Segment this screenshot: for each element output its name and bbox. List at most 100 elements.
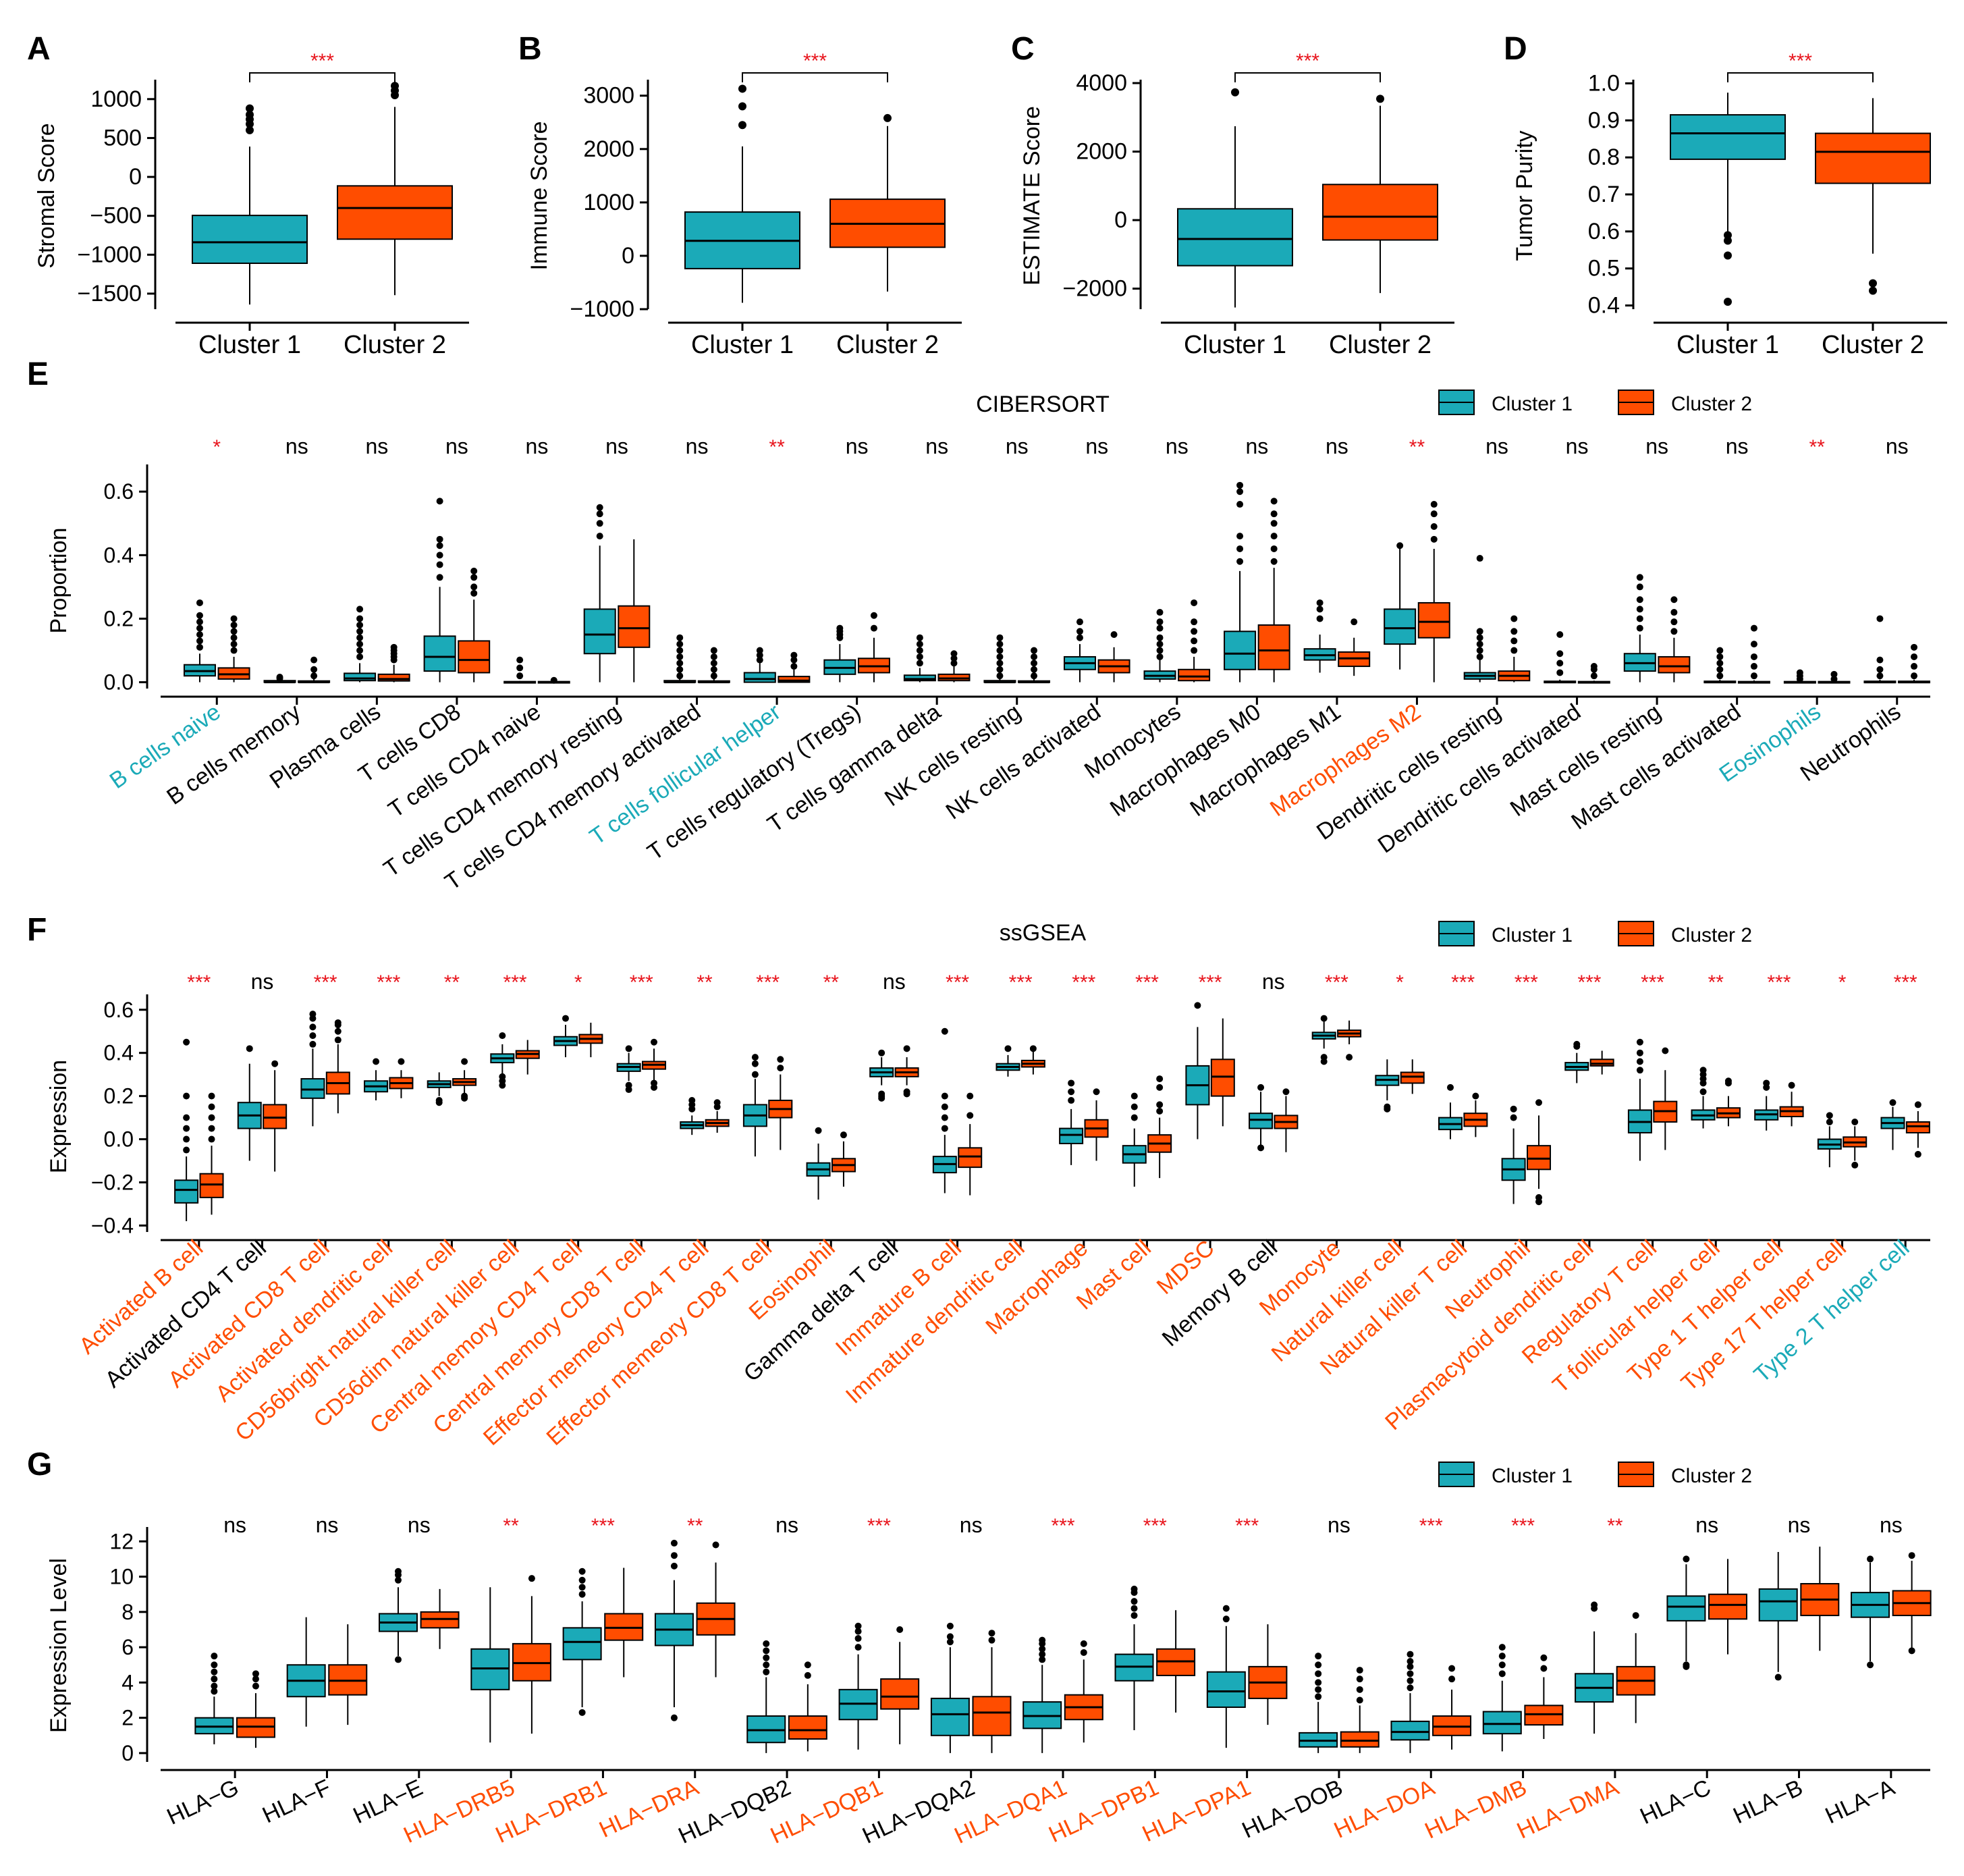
outlier-point [1384, 1105, 1391, 1113]
outlier-point [1826, 1118, 1833, 1125]
outlier-point [1076, 618, 1083, 626]
outlier-point [804, 1661, 811, 1669]
outlier-point [470, 567, 478, 574]
outlier-point [941, 1114, 948, 1121]
outlier-point [941, 1103, 948, 1110]
outlier-point [1430, 535, 1438, 543]
box-iqr [562, 1627, 602, 1661]
outlier-point [1156, 1075, 1164, 1083]
outlier-point [1716, 666, 1724, 673]
box-iqr [930, 1697, 970, 1736]
x-tick-label: Cluster 2 [836, 331, 939, 359]
outlier-point [854, 1622, 862, 1630]
chart-title: ssGSEA [1000, 920, 1087, 946]
box-iqr [778, 676, 811, 683]
outlier-point [211, 1668, 218, 1676]
outlier-point [1356, 1676, 1363, 1683]
legend-label-cluster-1: Cluster 1 [1492, 1465, 1573, 1487]
outlier-point [1826, 1112, 1833, 1119]
outlier-point [356, 628, 364, 635]
y-tick-label: 10 [109, 1565, 134, 1589]
outlier-point [941, 1125, 948, 1132]
outlier-point [436, 542, 443, 550]
category-group: ns HLA−F [258, 1513, 368, 1828]
outlier-point [916, 647, 923, 654]
outlier-point [1376, 95, 1384, 103]
legend: Cluster 1 Cluster 2 [1438, 921, 1752, 946]
outlier-point [1231, 88, 1239, 97]
outlier-point [1724, 236, 1732, 245]
outlier-point [688, 1097, 696, 1104]
outlier-point [1699, 1067, 1707, 1074]
outlier-point [1908, 1647, 1915, 1655]
y-tick-label: 0.7 [1588, 182, 1620, 207]
significance-label: ** [1607, 1515, 1623, 1537]
outlier-point [1914, 1101, 1921, 1108]
outlier-point [1270, 533, 1278, 540]
outlier-point [436, 498, 443, 505]
y-tick-label: −500 [90, 203, 142, 229]
panel-b: B 3000 2000 1000 0 −1000 Cluster 1 Cluster 2 ***… [518, 31, 962, 359]
significance-label: ** [1409, 436, 1425, 458]
outlier-point [334, 1019, 342, 1026]
outlier-point [1750, 663, 1757, 670]
outlier-point [916, 634, 923, 641]
outlier-point [996, 660, 1004, 667]
outlier-point [1068, 1079, 1075, 1087]
outlier-point [1076, 634, 1083, 641]
x-tick-label: HLA−G [163, 1775, 243, 1830]
significance-label: ns [1262, 969, 1285, 994]
panel-e: E CIBERSORT Cluster 1 Cluster 2 0.6 0.4 0.2 0.0… [27, 356, 1931, 895]
outlier-point [1590, 663, 1598, 670]
outlier-point [1407, 1658, 1414, 1665]
category-group: ns HLA−B [1729, 1513, 1840, 1829]
outlier-point [854, 1635, 862, 1642]
outlier-point [712, 1541, 719, 1549]
significance-label: ns [1245, 434, 1268, 458]
legend-label-cluster-2: Cluster 2 [1671, 1465, 1752, 1487]
outlier-point [1851, 1161, 1859, 1169]
significance-label: * [1396, 971, 1404, 994]
outlier-point [1476, 628, 1483, 635]
significance-label: ns [285, 434, 308, 458]
outlier-point [334, 1036, 342, 1044]
outlier-point [1031, 672, 1038, 680]
outlier-point [1110, 631, 1118, 638]
outlier-point [1315, 1679, 1322, 1686]
outlier-point [1908, 1552, 1915, 1559]
x-tick-label: Cluster 2 [344, 331, 446, 359]
outlier-point [916, 660, 923, 667]
outlier-point [1407, 1670, 1414, 1678]
outlier-point [1430, 510, 1438, 518]
panel-letter: D [1504, 31, 1527, 67]
outlier-point [230, 621, 238, 628]
y-axis-title: Stromal Score [34, 123, 59, 268]
outlier-point [470, 574, 478, 581]
outlier-point [1498, 1670, 1506, 1678]
outlier-point [183, 1092, 190, 1100]
outlier-point [966, 1092, 974, 1100]
outlier-point [738, 102, 746, 111]
box-iqr [1527, 1145, 1552, 1171]
outlier-point [1716, 653, 1724, 660]
outlier-point [230, 615, 238, 622]
outlier-point [1750, 672, 1757, 680]
outlier-point [950, 655, 958, 662]
y-axis-title: Proportion [46, 528, 72, 634]
significance-bracket [742, 72, 888, 82]
outlier-point [916, 653, 923, 660]
significance-label: ns [316, 1513, 339, 1537]
significance-label: *** [1789, 50, 1812, 72]
outlier-point [1068, 1088, 1075, 1096]
outlier-point [751, 1054, 759, 1061]
significance-label: *** [1135, 971, 1159, 994]
outlier-point [211, 1676, 218, 1683]
significance-label: ns [1645, 434, 1668, 458]
outlier-point [1156, 618, 1164, 626]
outlier-point [896, 1626, 904, 1633]
y-tick-label: 0.0 [104, 1127, 134, 1152]
y-tick-label: 6 [121, 1635, 134, 1659]
outlier-point [790, 651, 798, 659]
panel-letter: C [1011, 31, 1035, 67]
